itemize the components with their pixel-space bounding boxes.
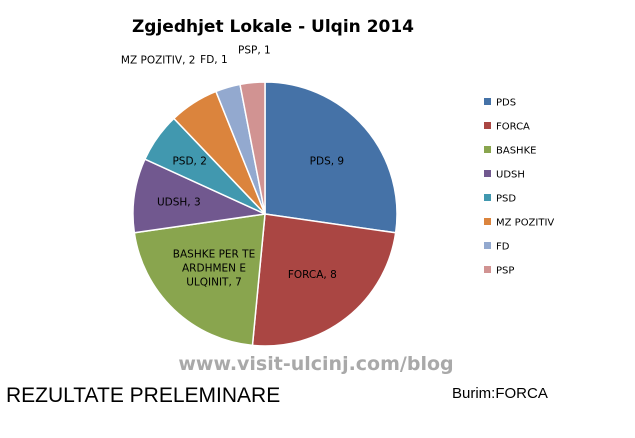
legend-label-forca: FORCA xyxy=(496,122,530,133)
slice-label-psp: PSP, 1 xyxy=(238,45,271,57)
legend-swatch-mz-pozitiv xyxy=(484,218,491,225)
pie-slice-bashke xyxy=(133,213,266,347)
pie-slice-psp xyxy=(239,81,266,215)
legend: PDS FORCA BASHKE UDSH PSD MZ POZITIV FD PSP xyxy=(484,98,554,277)
legend-label-fd: FD xyxy=(496,242,510,253)
slice-label-forca: FORCA, 8 xyxy=(288,269,337,281)
legend-swatch-psp xyxy=(484,266,491,273)
legend-swatch-bashke xyxy=(484,146,491,153)
legend-swatch-psd xyxy=(484,194,491,201)
slice-label-bashke: BASHKE PER TE ARDHMEN E ULQINIT, 7 xyxy=(173,249,255,289)
legend-swatch-udsh xyxy=(484,170,491,177)
footer-source-text: Burim:FORCA xyxy=(452,385,548,402)
slice-label-mz-pozitiv: MZ POZITIV, 2 xyxy=(121,55,196,67)
legend-swatch-forca xyxy=(484,122,491,129)
slice-label-fd: FD, 1 xyxy=(200,54,227,66)
slice-label-psd: PSD, 2 xyxy=(172,155,206,167)
slice-label-udsh: UDSH, 3 xyxy=(157,197,201,209)
pie-slice-pds xyxy=(264,81,398,234)
pie-slice-forca xyxy=(251,213,397,347)
legend-label-mz-pozitiv: MZ POZITIV xyxy=(496,218,554,229)
legend-label-pds: PDS xyxy=(496,98,516,109)
slice-label-pds: PDS, 9 xyxy=(310,155,344,167)
legend-label-psp: PSP xyxy=(496,266,514,277)
legend-swatch-pds xyxy=(484,98,491,105)
legend-label-psd: PSD xyxy=(496,194,516,205)
legend-swatch-fd xyxy=(484,242,491,249)
pie-slices xyxy=(132,81,398,347)
watermark-text: www.visit-ulcinj.com/blog xyxy=(178,353,453,375)
legend-label-udsh: UDSH xyxy=(496,170,525,181)
footer-status-text: REZULTATE PRELEMINARE xyxy=(6,384,281,407)
legend-label-bashke: BASHKE xyxy=(496,146,536,157)
chart-title: Zgjedhjet Lokale - Ulqin 2014 xyxy=(132,17,414,37)
pie-slice-labels: PDS, 9 FORCA, 8 BASHKE PER TE ARDHMEN E ULQI… xyxy=(121,45,344,289)
